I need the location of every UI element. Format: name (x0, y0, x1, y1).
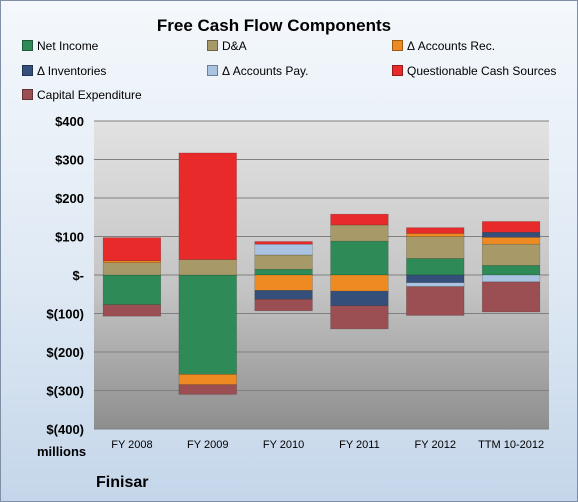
y-tick-label: $200 (55, 191, 84, 206)
bar-segment (406, 274, 465, 283)
bar-segment (330, 224, 389, 242)
legend-label-da: D&A (222, 39, 247, 53)
legend-item-questionable-cash: Questionable Cash Sources (392, 64, 556, 78)
y-tick-label: $(400) (46, 422, 84, 437)
bar-segment (330, 290, 389, 307)
legend-swatch-da (207, 40, 218, 51)
legend-label-accounts-pay: Δ Accounts Pay. (222, 64, 309, 78)
bar-segment (481, 221, 541, 233)
bar-segment (406, 286, 465, 316)
bar-segment (330, 240, 389, 276)
company-label: Finisar (96, 474, 149, 491)
y-tick-label: $(300) (46, 384, 84, 399)
bar-segment (254, 290, 313, 300)
legend-label-accounts-rec: Δ Accounts Rec. (407, 39, 496, 53)
bar-segment (178, 259, 237, 276)
bar-segment (102, 262, 162, 276)
legend-label-capital-expenditure: Capital Expenditure (37, 88, 142, 102)
bar-segment (406, 233, 465, 237)
bar-segment (254, 298, 313, 312)
bar-segment (481, 236, 541, 245)
legend-swatch-inventories (22, 65, 33, 76)
bar-segment (481, 265, 541, 276)
bar-segment (406, 258, 465, 276)
bar-segment (254, 268, 313, 276)
legend-label-inventories: Δ Inventories (37, 64, 107, 78)
units-label: millions (37, 444, 87, 459)
bar-segment (406, 236, 465, 259)
bars (102, 152, 541, 395)
bar-segment (254, 241, 313, 245)
x-tick-label: FY 2009 (187, 439, 228, 451)
bar-segment (406, 282, 465, 287)
bar-segment (254, 243, 313, 256)
bar-segment (178, 152, 237, 260)
bar-segment (102, 274, 162, 305)
bar-segment (481, 274, 541, 283)
x-tick-label: FY 2011 (339, 439, 380, 451)
bar-segment (178, 274, 237, 375)
y-axis-ticks: $400 $300 $200 $100 $- $(100) $(200) $(300) $(40… (46, 114, 84, 437)
legend-item-capital-expenditure: Capital Expenditure (22, 88, 142, 102)
y-tick-label: $400 (55, 114, 84, 129)
legend-label-net-income: Net Income (37, 39, 99, 53)
x-tick-label: FY 2010 (263, 439, 304, 451)
legend-item-accounts-pay: Δ Accounts Pay. (207, 64, 309, 78)
gridlines (94, 120, 549, 430)
bar-segment (102, 304, 162, 317)
bar-segment (481, 281, 541, 313)
y-tick-label: $(100) (46, 307, 84, 322)
bar-segment (481, 231, 541, 238)
legend-swatch-questionable-cash (392, 65, 403, 76)
x-tick-label: FY 2008 (111, 439, 152, 451)
chart-title: Free Cash Flow Components (156, 16, 392, 35)
legend-item-da: D&A (207, 39, 247, 53)
bar-segment (330, 305, 389, 330)
y-tick-label: $300 (55, 153, 84, 168)
bar-segment (102, 237, 162, 262)
legend-item-net-income: Net Income (22, 39, 98, 53)
y-tick-label: $(200) (46, 345, 84, 360)
bar-segment (254, 274, 313, 291)
bar-segment (330, 274, 389, 292)
bar-segment (406, 227, 465, 234)
bar-segment (178, 384, 237, 395)
legend-swatch-capital-expenditure (22, 89, 33, 100)
bar-segment (254, 254, 313, 270)
legend-swatch-net-income (22, 40, 33, 51)
x-tick-label: TTM 10-2012 (478, 439, 544, 451)
x-axis-ticks: FY 2008 FY 2009 FY 2010 FY 2011 FY 2012 TTM 1… (111, 439, 544, 451)
legend-label-questionable-cash: Questionable Cash Sources (407, 64, 557, 78)
legend-swatch-accounts-rec (392, 40, 403, 51)
legend-swatch-accounts-pay (207, 65, 218, 76)
bar-segment (330, 213, 389, 226)
legend-item-inventories: Δ Inventories (22, 64, 106, 78)
bar-segment (481, 243, 541, 266)
legend-item-accounts-rec: Δ Accounts Rec. (392, 39, 495, 53)
y-tick-label: $- (72, 268, 84, 283)
y-tick-label: $100 (55, 230, 84, 245)
bar-segment (178, 374, 237, 386)
x-tick-label: FY 2012 (415, 439, 456, 451)
